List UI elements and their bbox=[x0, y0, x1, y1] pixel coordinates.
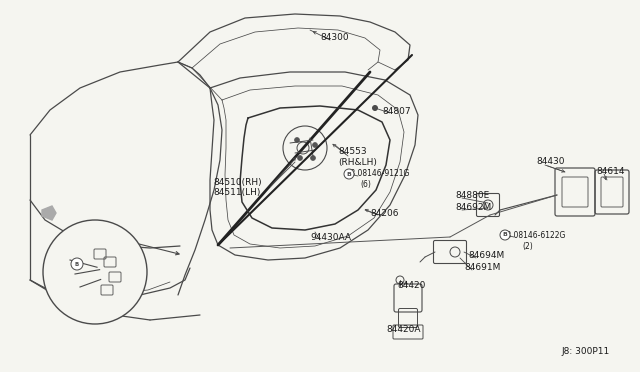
Circle shape bbox=[294, 138, 300, 142]
Circle shape bbox=[310, 155, 316, 160]
Text: 84553: 84553 bbox=[338, 148, 367, 157]
Text: (6): (6) bbox=[360, 180, 371, 189]
Text: 84614: 84614 bbox=[596, 167, 625, 176]
Text: B 08146-9121G: B 08146-9121G bbox=[350, 170, 410, 179]
Text: 84807: 84807 bbox=[382, 108, 411, 116]
Text: B 08146-6122G: B 08146-6122G bbox=[506, 231, 565, 240]
Text: B: B bbox=[75, 262, 79, 266]
Circle shape bbox=[500, 230, 510, 240]
Circle shape bbox=[312, 142, 317, 148]
Text: 84413M(LH): 84413M(LH) bbox=[54, 254, 109, 263]
Text: 84420: 84420 bbox=[397, 280, 426, 289]
Text: 84410M(RH): 84410M(RH) bbox=[54, 244, 110, 253]
Text: J8: 300P11: J8: 300P11 bbox=[562, 347, 610, 356]
Text: 84694M: 84694M bbox=[468, 250, 504, 260]
Text: 84510(RH): 84510(RH) bbox=[213, 177, 262, 186]
Circle shape bbox=[344, 169, 354, 179]
Text: 84880E: 84880E bbox=[455, 190, 489, 199]
Text: 84692M: 84692M bbox=[455, 202, 492, 212]
Text: (RH&LH): (RH&LH) bbox=[338, 158, 377, 167]
Text: 84420A: 84420A bbox=[386, 326, 420, 334]
Text: B: B bbox=[347, 171, 351, 176]
Text: 94430AA: 94430AA bbox=[310, 234, 351, 243]
Circle shape bbox=[71, 258, 83, 270]
Polygon shape bbox=[42, 206, 56, 220]
Text: B: B bbox=[502, 232, 508, 237]
Text: 84511(LH): 84511(LH) bbox=[213, 189, 260, 198]
Text: 84206: 84206 bbox=[370, 208, 399, 218]
Text: 84430: 84430 bbox=[536, 157, 564, 167]
Text: 84300: 84300 bbox=[320, 33, 349, 42]
Text: 84430AA: 84430AA bbox=[65, 280, 106, 289]
Text: (2): (2) bbox=[522, 243, 532, 251]
Text: 84691M: 84691M bbox=[464, 263, 500, 273]
Circle shape bbox=[298, 155, 303, 160]
Circle shape bbox=[372, 105, 378, 111]
Circle shape bbox=[43, 220, 147, 324]
Text: 84400E: 84400E bbox=[78, 267, 112, 276]
